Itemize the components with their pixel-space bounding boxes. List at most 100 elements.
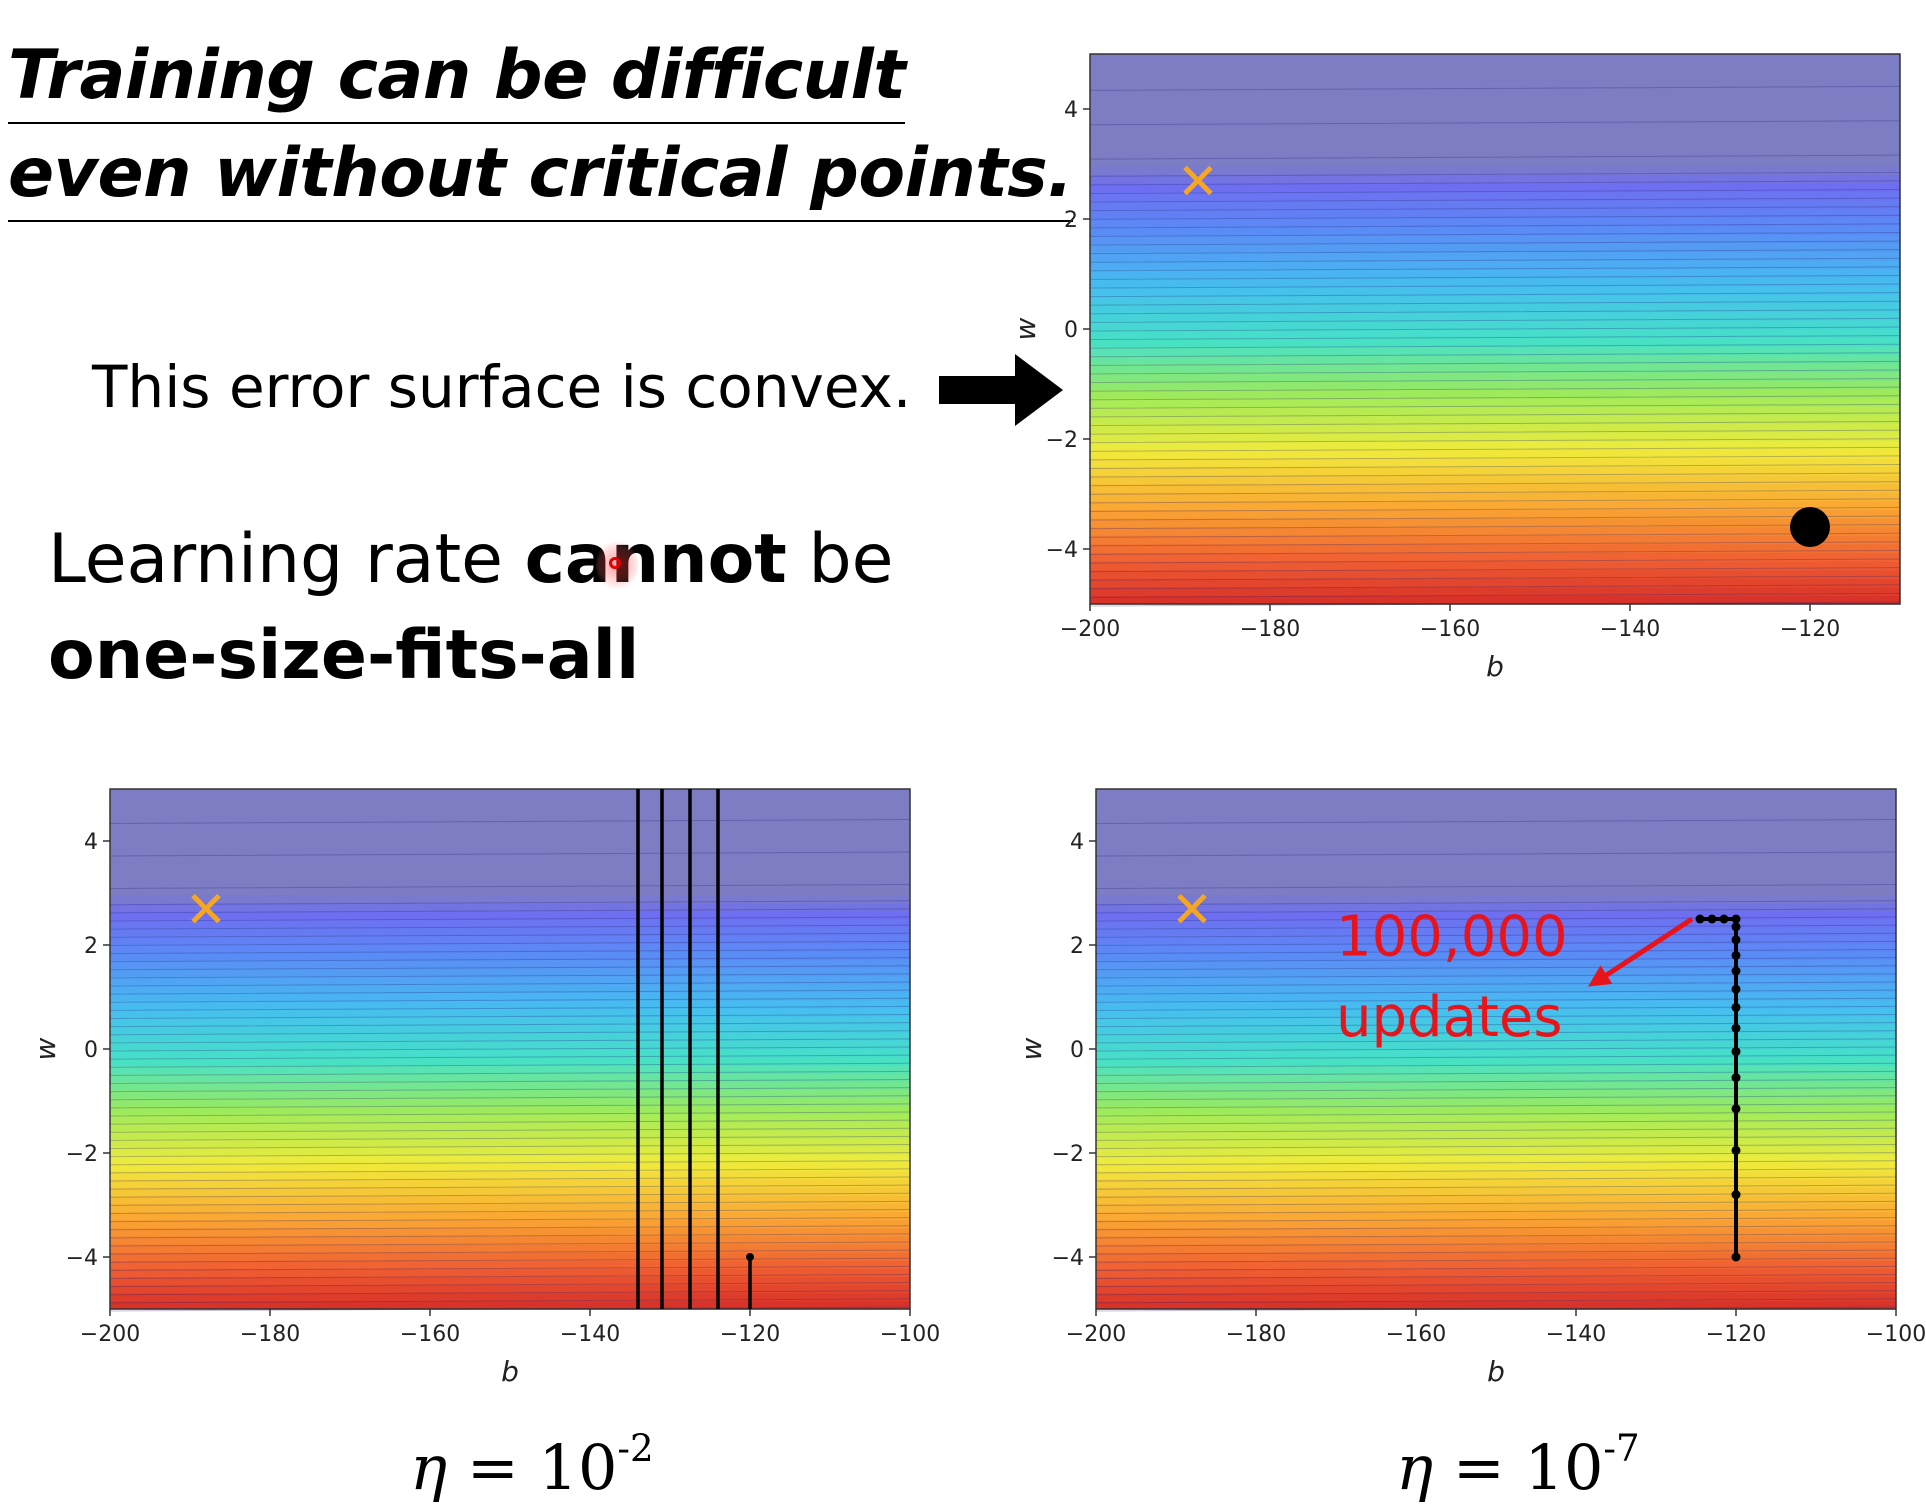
x-tick-label: −200 <box>1066 1322 1126 1347</box>
contour-band <box>1096 1195 1896 1204</box>
contour-band <box>110 797 910 806</box>
contour-band <box>1096 1114 1896 1123</box>
contour-line <box>1095 1257 1897 1263</box>
contour-band <box>1096 837 1896 847</box>
contour-band <box>110 829 910 839</box>
contour-band <box>1096 951 1896 961</box>
path-point <box>1695 914 1705 924</box>
contour-band <box>110 1130 910 1139</box>
y-tick-label: 0 <box>84 1038 98 1063</box>
contour-line <box>1089 283 1901 289</box>
contour-band <box>110 1179 910 1188</box>
contour-line <box>109 908 911 914</box>
contour-band <box>1090 440 1900 450</box>
contour-line <box>1089 455 1901 461</box>
contour-line <box>109 1030 911 1036</box>
contour-band <box>110 902 910 912</box>
contour-band <box>110 935 910 944</box>
contour-line <box>1095 1200 1897 1206</box>
contour-band <box>1090 54 1900 64</box>
contour-band <box>1096 1276 1896 1286</box>
contour-band <box>1096 1284 1896 1294</box>
x-tick-label: −180 <box>1240 617 1300 642</box>
contour-line <box>1089 85 1901 91</box>
contour-band <box>1090 457 1900 468</box>
contour-line <box>109 1241 911 1247</box>
contour-band <box>1090 414 1900 425</box>
x-tick-label: −120 <box>1706 1322 1766 1347</box>
contour-band <box>1090 354 1900 364</box>
contour-line <box>1095 819 1897 824</box>
contour-band <box>1096 975 1896 985</box>
contour-band <box>1090 371 1900 382</box>
contour-band <box>110 1284 910 1294</box>
contour-line <box>109 1209 911 1214</box>
y-tick-label: −2 <box>66 1142 98 1167</box>
path-point <box>1731 1104 1741 1114</box>
contour-line <box>109 1265 911 1271</box>
contour-line <box>109 1127 911 1133</box>
contour-band <box>1090 174 1900 184</box>
contour-band <box>1096 927 1896 936</box>
contour-line <box>1089 154 1901 160</box>
contour-line <box>109 1070 911 1076</box>
contour-line <box>1095 1103 1897 1109</box>
contour-line <box>1095 1168 1897 1174</box>
y-tick-label: 4 <box>1064 98 1078 123</box>
contour-band <box>1096 919 1896 928</box>
contour-band <box>110 1227 910 1237</box>
x-tick-label: −100 <box>1866 1322 1926 1347</box>
contour-plot-bottom-right: −200 −180 −160 −140 −120 −100 4 2 0 −2 −4 b w 100,000… <box>1015 788 1926 1388</box>
contour-line <box>109 1290 911 1296</box>
contour-line <box>109 1038 911 1044</box>
annotation-line-1: 100,000 <box>1336 904 1568 969</box>
y-axis-label: w <box>29 1037 62 1060</box>
contour-line <box>109 1022 911 1028</box>
contour-line <box>1095 1290 1897 1296</box>
contour-band <box>1096 1252 1896 1261</box>
contour-line <box>1095 973 1897 979</box>
contour-line <box>1089 506 1901 512</box>
contour-line <box>1089 378 1901 384</box>
y-tick-label: 2 <box>1064 208 1078 233</box>
contour-band <box>1090 71 1900 81</box>
contour-line <box>1089 206 1901 212</box>
contour-band <box>110 845 910 855</box>
contour-band <box>1090 466 1900 476</box>
x-tick-label: −160 <box>1420 617 1480 642</box>
contour-line <box>109 973 911 979</box>
contour-band <box>110 1300 910 1310</box>
contour-line <box>1095 1087 1897 1093</box>
contour-line <box>1095 900 1897 906</box>
contour-band <box>1096 1057 1896 1066</box>
lr-text-cannot: cannot <box>524 520 787 599</box>
contour-band <box>1096 1040 1896 1050</box>
contour-line <box>109 1014 911 1019</box>
contour-band <box>110 975 910 985</box>
contour-line <box>1089 369 1901 375</box>
contour-line <box>1095 997 1897 1003</box>
path-point <box>1731 1023 1741 1033</box>
contour-band <box>1090 260 1900 270</box>
contour-line <box>1095 1249 1897 1255</box>
contour-line <box>1095 908 1897 914</box>
eta-label-left: η = 10-2 <box>410 1429 654 1499</box>
contour-line <box>1089 395 1901 401</box>
contour-line <box>1089 592 1901 598</box>
contour-band <box>1096 1138 1896 1148</box>
contour-band <box>1090 191 1900 201</box>
eta-exponent: -7 <box>1603 1426 1640 1470</box>
contour-line <box>109 1103 911 1109</box>
contour-band <box>1090 595 1900 605</box>
contour-band <box>110 821 910 831</box>
contour-line <box>109 1168 911 1174</box>
contour-band <box>1090 122 1900 132</box>
x-tick-label: −100 <box>880 1322 940 1347</box>
contour-line <box>109 1144 911 1149</box>
contour-line <box>1095 1095 1897 1101</box>
contour-line <box>109 1233 911 1239</box>
contour-band <box>110 789 910 798</box>
contour-line <box>109 1095 911 1101</box>
contour-band <box>1096 789 1896 798</box>
contour-band <box>1090 397 1900 407</box>
